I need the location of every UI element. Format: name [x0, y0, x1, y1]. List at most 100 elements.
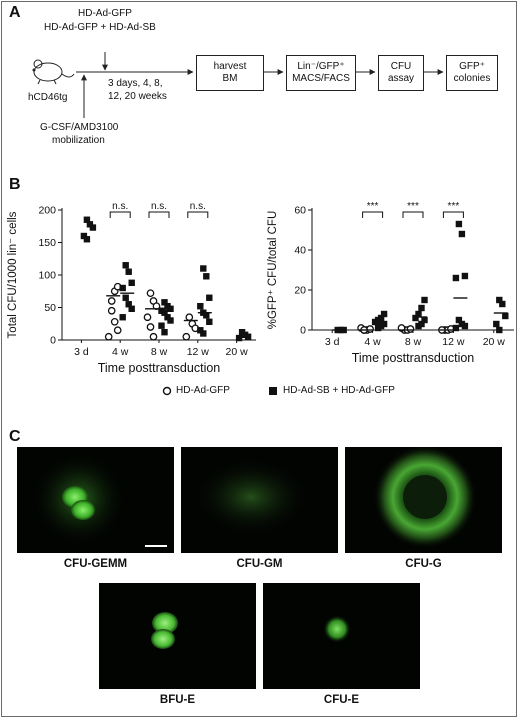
micrograph-cfu-gm — [181, 447, 338, 553]
micrograph-cfu-gemm — [17, 447, 174, 553]
data-point-filled-square — [415, 310, 422, 318]
scale-bar — [145, 545, 167, 547]
schematic-lines — [32, 52, 444, 118]
data-point-filled-square — [235, 334, 243, 342]
data-point-open-circle — [366, 325, 374, 333]
significance-bracket — [187, 211, 209, 218]
data-point-open-circle — [146, 289, 155, 298]
significance-label: *** — [407, 201, 419, 212]
significance-label: n.s. — [190, 201, 206, 212]
legend-filled-square-icon — [269, 387, 277, 395]
data-point-open-circle — [185, 313, 194, 322]
data-point-open-circle — [104, 332, 113, 341]
data-point-open-circle — [149, 332, 158, 341]
chart-gfp-percent: 0 20 40 60 3 d 4 w 8 w 12 w 20 w Time posttransdu… — [267, 201, 514, 365]
data-point-filled-square — [161, 309, 168, 316]
y-tick-label: 0 — [300, 325, 306, 337]
data-point-filled-square — [421, 296, 428, 304]
caption-bfu-e: BFU-E — [159, 694, 196, 706]
panel-label-a: A — [9, 4, 21, 21]
data-point-filled-square — [493, 320, 500, 328]
x-tick-label: 4 w — [112, 346, 129, 358]
significance-bracket — [362, 211, 384, 218]
chart-total-cfu: 0 50 100 150 200 3 d 4 w 8 w 12 w 20 w Time posttr… — [7, 201, 256, 375]
caption-cfu-gemm: CFU-GEMM — [63, 558, 128, 570]
significance-bracket — [109, 211, 131, 218]
y-axis-label: %GFP⁺ CFU/total CFU — [267, 211, 279, 330]
data-point-filled-square — [125, 301, 132, 308]
data-point-filled-square — [122, 294, 129, 301]
data-point-filled-square — [200, 265, 207, 272]
timepoints-line2: 12, 20 weeks — [108, 91, 167, 102]
significance-label: *** — [367, 201, 379, 212]
y-tick-label: 150 — [38, 237, 56, 249]
gfp-colonies-box: GFP⁺ colonies — [446, 55, 498, 91]
data-point-filled-square — [167, 317, 174, 324]
data-point-filled-square — [418, 320, 425, 328]
data-point-filled-square — [461, 272, 469, 280]
significance-bracket — [148, 211, 170, 218]
mouse-icon — [32, 59, 75, 85]
data-point-filled-square — [496, 326, 503, 334]
data-point-open-circle — [146, 323, 155, 331]
data-point-filled-square — [455, 316, 463, 324]
x-axis-label: Time posttransduction — [352, 351, 475, 365]
data-point-filled-square — [164, 314, 171, 321]
data-point-filled-square — [89, 224, 97, 231]
panel-label-b: B — [9, 176, 21, 193]
y-tick-label: 20 — [294, 285, 306, 297]
data-point-filled-square — [412, 314, 419, 322]
data-point-filled-square — [86, 221, 94, 228]
legend-open-circle-icon — [162, 386, 172, 396]
x-tick-label: 12 w — [442, 336, 465, 348]
x-axis-label: Time posttransduction — [98, 361, 221, 375]
data-point-open-circle — [110, 317, 119, 326]
macs-facs-box: Lin⁻/GFP⁺ MACS/FACS — [286, 55, 356, 91]
cfu-assay-box: CFU assay — [378, 55, 424, 91]
y-tick-label: 0 — [50, 335, 56, 347]
x-tick-label: 12 w — [187, 346, 210, 358]
data-point-filled-square — [452, 274, 460, 282]
data-point-filled-square — [83, 236, 91, 243]
data-point-filled-square — [452, 324, 460, 332]
x-tick-label: 8 w — [151, 346, 168, 358]
mobilization-line1: G-CSF/AMD3100 — [40, 122, 119, 133]
vector-2-label: HD-Ad-GFP + HD-Ad-SB — [44, 22, 156, 33]
data-point-open-circle — [182, 332, 191, 341]
micrograph-bfu-e — [99, 583, 256, 689]
micrograph-cfu-e — [263, 583, 420, 689]
data-point-open-circle — [107, 297, 116, 305]
data-point-filled-square — [128, 279, 135, 286]
significance-bracket — [402, 211, 424, 218]
x-tick-label: 3 d — [74, 346, 89, 358]
data-point-filled-square — [380, 310, 388, 318]
data-point-filled-square — [167, 305, 174, 312]
significance-bracket — [442, 211, 464, 218]
data-point-filled-square — [197, 327, 204, 334]
data-point-open-circle — [113, 326, 122, 335]
caption-cfu-g: CFU-G — [405, 558, 442, 570]
y-axis-label: Total CFU/1000 lin⁻ cells — [7, 211, 19, 338]
vector-1-label: HD-Ad-GFP — [78, 8, 132, 19]
significance-label: n.s. — [112, 201, 128, 212]
data-point-filled-square — [122, 262, 129, 269]
data-point-filled-square — [80, 232, 88, 240]
data-point-filled-square — [421, 316, 428, 324]
data-point-filled-square — [161, 329, 168, 336]
data-point-filled-square — [496, 296, 503, 304]
y-tick-label: 100 — [38, 270, 56, 282]
data-point-open-circle — [406, 325, 415, 333]
data-point-filled-square — [455, 220, 463, 228]
data-point-filled-square — [197, 303, 204, 310]
panel-label-c: C — [9, 428, 21, 445]
data-point-filled-square — [203, 312, 210, 319]
caption-cfu-gm: CFU-GM — [236, 558, 283, 570]
y-tick-label: 200 — [38, 205, 56, 217]
caption-cfu-e: CFU-E — [323, 694, 360, 706]
mobilization-line2: mobilization — [52, 135, 105, 146]
x-tick-label: 20 w — [226, 346, 249, 358]
data-point-filled-square — [200, 330, 207, 337]
data-point-filled-square — [128, 305, 135, 312]
data-point-filled-square — [206, 318, 213, 325]
